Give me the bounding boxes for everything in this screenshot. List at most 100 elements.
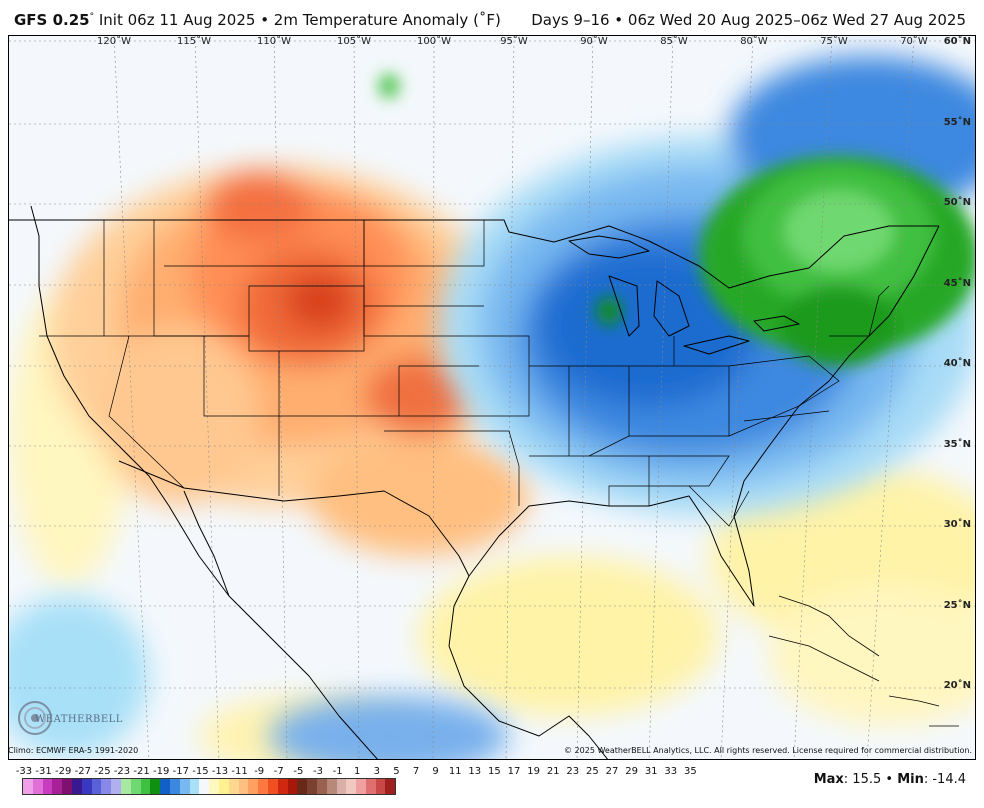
- colorbar-swatch: [297, 779, 308, 794]
- latitude-label: 45˚N: [943, 277, 971, 289]
- colorbar-swatch: [316, 779, 327, 794]
- legend-label: 17: [507, 766, 521, 777]
- anomaly-map: 120˚W 115˚W 110˚W 105˚W 100˚W 95˚W 90˚W 85˚W 80˚…: [8, 35, 976, 760]
- legend-label: -1: [332, 766, 343, 777]
- colorbar-swatch: [258, 779, 268, 794]
- legend-label: -15: [192, 766, 209, 777]
- colorbar: [22, 778, 397, 795]
- valid-period: Days 9–16 • 06z Wed 20 Aug 2025–06z Wed …: [531, 11, 966, 29]
- max-value: : 15.5 •: [843, 772, 898, 787]
- legend-label: -17: [172, 766, 189, 777]
- colorbar-swatch: [287, 779, 298, 794]
- colorbar-swatch: [248, 779, 259, 794]
- weatherbell-logo: WEATHERBELL: [15, 696, 122, 742]
- colorbar-swatch: [111, 779, 121, 794]
- legend-label: 3: [373, 766, 380, 777]
- colorbar-swatch: [179, 779, 190, 794]
- legend-label: -19: [153, 766, 170, 777]
- legend-label: 9: [432, 766, 439, 777]
- colorbar-swatch: [326, 779, 337, 794]
- longitude-label: 120˚W: [97, 36, 131, 47]
- colorbar-swatch: [169, 779, 180, 794]
- colorbar-swatch: [385, 779, 396, 794]
- legend-label: -27: [74, 766, 91, 777]
- logo-text: WEATHERBELL: [35, 714, 123, 725]
- colorbar-swatch: [32, 779, 43, 794]
- legend-label: 15: [488, 766, 501, 777]
- legend-label: -21: [133, 766, 150, 777]
- legend-label: -23: [113, 766, 131, 777]
- legend-label: 25: [586, 766, 599, 777]
- latitude-label: 50˚N: [943, 197, 971, 208]
- degree-mark: °: [89, 12, 95, 22]
- colorbar-swatch: [199, 779, 210, 794]
- latitude-label: 35˚N: [943, 438, 971, 450]
- longitude-label: 110˚W: [257, 36, 291, 47]
- colorbar-swatch: [375, 779, 386, 794]
- longitude-label: 115˚W: [177, 36, 211, 47]
- init-description: Init 06z 11 Aug 2025 • 2m Temperature An…: [94, 11, 501, 29]
- legend-label: -7: [273, 766, 284, 777]
- colorbar-swatch: [307, 779, 317, 794]
- max-min-stats: Max: 15.5 • Min: -14.4: [814, 772, 966, 787]
- latitude-label: 60˚N: [943, 36, 971, 47]
- latitude-label: 55˚N: [943, 116, 971, 128]
- legend-label: -3: [313, 766, 323, 777]
- legend-label: 29: [625, 766, 638, 777]
- legend-label: -33: [15, 766, 33, 777]
- legend-label: -13: [211, 766, 229, 777]
- legend-label: -31: [35, 766, 52, 777]
- colorbar-swatch: [160, 779, 170, 794]
- longitude-label: 90˚W: [580, 36, 608, 47]
- state-borders: [39, 220, 890, 527]
- colorbar-swatch: [42, 779, 53, 794]
- min-label: Min: [897, 772, 924, 787]
- latitude-label: 40˚N: [943, 358, 971, 369]
- legend-label: 35: [684, 766, 697, 777]
- legend-label: -29: [55, 766, 72, 777]
- map-header: GFS 0.25° Init 06z 11 Aug 2025 • 2m Temp…: [0, 0, 984, 34]
- legend-label: 31: [644, 766, 658, 777]
- latitude-label: 25˚N: [943, 599, 971, 611]
- colorbar-swatch: [228, 779, 239, 794]
- latitude-label: 30˚N: [943, 519, 971, 530]
- caribbean-islands: [768, 595, 959, 727]
- color-legend: -33 -31 -29 -27 -25 -23 -21 -19 -17 -15 -13 -11 -9 -7…: [10, 764, 710, 804]
- colorbar-swatch: [101, 779, 112, 794]
- legend-label: -25: [94, 766, 111, 777]
- colorbar-swatch: [91, 779, 102, 794]
- legend-label: 11: [448, 766, 462, 777]
- min-value: : -14.4: [923, 772, 966, 787]
- longitude-label: 85˚W: [660, 36, 688, 47]
- colorbar-swatch: [23, 779, 33, 794]
- model-name: GFS 0.25: [14, 11, 90, 29]
- colorbar-swatch: [52, 779, 63, 794]
- colorbar-swatch: [336, 779, 347, 794]
- max-label: Max: [813, 772, 844, 787]
- legend-label: -5: [293, 766, 304, 777]
- legend-label: 27: [605, 766, 619, 777]
- longitude-label: 70˚W: [900, 36, 928, 47]
- legend-label: 19: [527, 766, 540, 777]
- legend-label: 33: [664, 766, 678, 777]
- legend-label: -9: [254, 766, 265, 777]
- colorbar-swatch: [346, 779, 357, 794]
- colorbar-swatch: [120, 779, 131, 794]
- anomaly-map-graphic: [9, 36, 975, 759]
- model-title: GFS 0.25° Init 06z 11 Aug 2025 • 2m Temp…: [14, 11, 501, 29]
- colorbar-swatch: [277, 779, 288, 794]
- longitude-label: 95˚W: [500, 36, 528, 47]
- colorbar-swatch: [81, 779, 92, 794]
- graticule: [9, 36, 975, 759]
- colorbar-swatch: [238, 779, 249, 794]
- colorbar-swatch: [62, 779, 72, 794]
- colorbar-swatch: [209, 779, 219, 794]
- colorbar-swatch: [71, 779, 82, 794]
- weatherbell-swirl-logo: [18, 701, 52, 735]
- colorbar-swatch: [267, 779, 278, 794]
- political-borders: [9, 205, 940, 759]
- legend-label: 13: [468, 766, 482, 777]
- longitude-label: 80˚W: [740, 36, 768, 47]
- colorbar-swatch: [189, 779, 200, 794]
- longitude-label: 75˚W: [820, 36, 848, 47]
